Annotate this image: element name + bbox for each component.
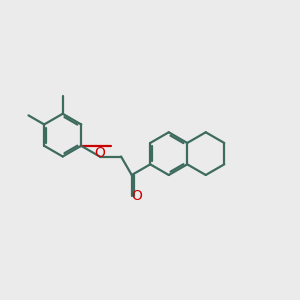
Text: O: O — [94, 146, 105, 160]
Text: O: O — [131, 189, 142, 203]
